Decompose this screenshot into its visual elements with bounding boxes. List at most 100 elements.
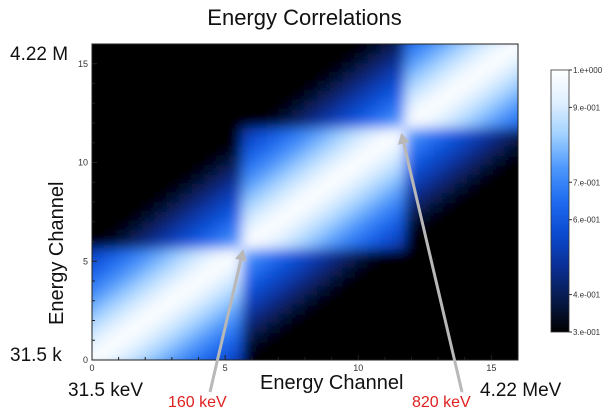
heatmap-cell xyxy=(329,155,344,166)
heatmap-cell xyxy=(279,80,293,91)
heatmap-cell xyxy=(367,136,381,147)
heatmap-cell xyxy=(342,257,356,268)
heatmap-cell xyxy=(367,266,381,277)
heatmap-cell xyxy=(342,173,356,184)
heatmap-cell xyxy=(354,71,369,82)
heatmap-cell xyxy=(354,173,369,184)
heatmap-cell xyxy=(279,247,293,259)
heatmap-cell xyxy=(504,229,518,240)
heatmap-cell xyxy=(229,350,243,360)
heatmap-cell xyxy=(254,359,268,360)
heatmap-cell xyxy=(179,257,193,268)
heatmap-cell xyxy=(467,136,481,147)
heatmap-cell xyxy=(329,80,344,91)
heatmap-cell xyxy=(367,108,381,119)
heatmap-cell xyxy=(229,294,243,305)
heatmap-cell xyxy=(467,210,481,222)
heatmap-cell xyxy=(266,303,281,315)
heatmap-cell xyxy=(154,247,168,259)
heatmap-cell xyxy=(92,303,93,315)
heatmap-cell xyxy=(254,229,268,240)
heatmap-cell xyxy=(92,182,106,194)
heatmap-cell xyxy=(404,136,419,147)
heatmap-cell xyxy=(379,266,394,277)
heatmap-cell xyxy=(129,173,143,184)
heatmap-cell xyxy=(241,275,256,287)
heatmap-cell xyxy=(229,238,243,249)
heatmap-cell xyxy=(479,210,494,222)
heatmap-cell xyxy=(454,313,469,324)
heatmap-cell xyxy=(492,192,506,203)
heatmap-cell xyxy=(129,155,143,166)
heatmap-cell xyxy=(404,182,419,194)
heatmap-cell xyxy=(379,322,394,333)
heatmap-cell xyxy=(141,80,156,91)
heatmap-cell xyxy=(429,350,444,360)
heatmap-cell xyxy=(467,62,481,73)
heatmap-cell xyxy=(304,164,319,175)
heatmap-cell xyxy=(154,44,168,45)
heatmap-cell xyxy=(129,266,143,277)
heatmap-cell xyxy=(504,52,518,64)
heatmap-cell xyxy=(479,313,494,324)
heatmap-cell xyxy=(291,173,306,184)
heatmap-cell xyxy=(279,71,293,82)
heatmap-cell xyxy=(204,89,218,101)
heatmap-cell xyxy=(204,145,218,157)
heatmap-cell xyxy=(241,127,256,138)
heatmap-cell xyxy=(291,108,306,119)
heatmap-cell xyxy=(279,108,293,119)
heatmap-cell xyxy=(517,247,518,259)
heatmap-cell xyxy=(166,117,181,129)
heatmap-cell xyxy=(141,303,156,315)
heatmap-cell xyxy=(367,322,381,333)
heatmap-cell xyxy=(229,145,243,157)
heatmap-cell xyxy=(404,155,419,166)
heatmap-cell xyxy=(154,313,168,324)
heatmap-cell xyxy=(304,155,319,166)
heatmap-cell xyxy=(154,257,168,268)
heatmap-cell xyxy=(216,99,231,110)
heatmap-cell xyxy=(154,44,168,54)
heatmap-cell xyxy=(204,44,218,45)
heatmap-cell xyxy=(291,136,306,147)
heatmap-cell xyxy=(141,359,156,360)
heatmap-cell xyxy=(229,89,243,101)
heatmap-cell xyxy=(304,229,319,240)
heatmap-cell xyxy=(104,285,118,296)
heatmap-cell xyxy=(454,52,469,64)
heatmap-cell xyxy=(379,89,394,101)
heatmap-cell xyxy=(329,247,344,259)
heatmap-cell xyxy=(317,117,331,129)
heatmap-cell xyxy=(392,247,406,259)
heatmap-cell xyxy=(92,210,106,222)
heatmap-cell xyxy=(442,164,456,175)
heatmap-cell xyxy=(517,229,518,240)
heatmap-cell xyxy=(467,350,481,360)
heatmap-cell xyxy=(479,275,494,287)
heatmap-cell xyxy=(166,89,181,101)
heatmap-cell xyxy=(266,62,281,73)
heatmap-cell xyxy=(304,71,319,82)
heatmap-cell xyxy=(367,99,381,110)
heatmap-cell xyxy=(504,359,518,360)
heatmap-cell xyxy=(479,136,494,147)
heatmap-cell xyxy=(367,155,381,166)
heatmap-cell xyxy=(454,266,469,277)
heatmap-cell xyxy=(317,127,331,138)
heatmap-cell xyxy=(92,313,106,324)
heatmap-cell xyxy=(392,238,406,249)
heatmap-cell xyxy=(467,192,481,203)
heatmap-cell xyxy=(442,182,456,194)
heatmap-cell xyxy=(216,247,231,259)
heatmap-cell xyxy=(467,359,481,360)
heatmap-cell xyxy=(166,52,181,64)
heatmap-cell xyxy=(417,313,431,324)
heatmap-cell xyxy=(404,71,419,82)
heatmap-cell xyxy=(517,164,518,175)
heatmap-cell xyxy=(354,89,369,101)
heatmap-cell xyxy=(342,220,356,231)
heatmap-cell xyxy=(442,294,456,305)
heatmap-cell xyxy=(467,313,481,324)
heatmap-cell xyxy=(129,350,143,360)
